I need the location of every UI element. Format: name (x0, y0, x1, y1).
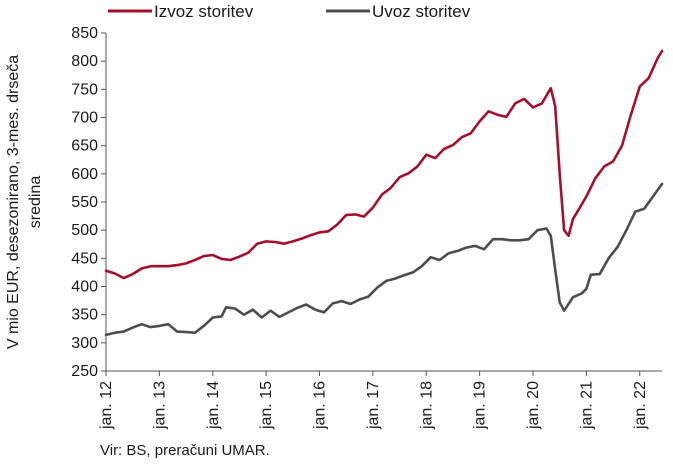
x-tick-label: jan. 17 (365, 381, 382, 430)
x-tick-label: jan. 12 (98, 381, 115, 430)
x-tick-label: jan. 19 (472, 381, 489, 430)
series-line (104, 182, 664, 337)
x-tick-label: jan. 22 (632, 381, 649, 430)
x-tick-label: jan. 18 (418, 381, 435, 430)
y-tick-label: 400 (71, 279, 98, 296)
x-tick-label: jan. 21 (578, 381, 595, 430)
x-tick-label: jan. 16 (312, 381, 329, 430)
y-axis-title-line: V mio EUR, desezonirano, 3-mes. drseča (5, 55, 22, 349)
series-line (104, 49, 664, 280)
y-tick-label: 550 (71, 194, 98, 211)
y-tick-label: 450 (71, 250, 98, 267)
source-note: Vir: BS, preračuni UMAR. (100, 442, 270, 459)
y-tick-label: 500 (71, 222, 98, 239)
y-axis-title-line: sredina (27, 176, 44, 229)
legend-label: Izvoz storitev (154, 2, 254, 21)
legend-label: Uvoz storitev (372, 2, 471, 21)
y-tick-label: 600 (71, 166, 98, 183)
y-tick-label: 800 (71, 53, 98, 70)
y-tick-label: 300 (71, 335, 98, 352)
y-tick-label: 350 (71, 307, 98, 324)
x-tick-label: jan. 13 (151, 381, 168, 430)
y-tick-label: 700 (71, 110, 98, 127)
y-tick-label: 750 (71, 81, 98, 98)
y-tick-label: 850 (71, 25, 98, 42)
x-tick-label: jan. 14 (205, 381, 222, 430)
y-tick-label: 650 (71, 138, 98, 155)
y-tick-label: 250 (71, 363, 98, 380)
x-tick-label: jan. 20 (525, 381, 542, 430)
x-tick-label: jan. 15 (258, 381, 275, 430)
